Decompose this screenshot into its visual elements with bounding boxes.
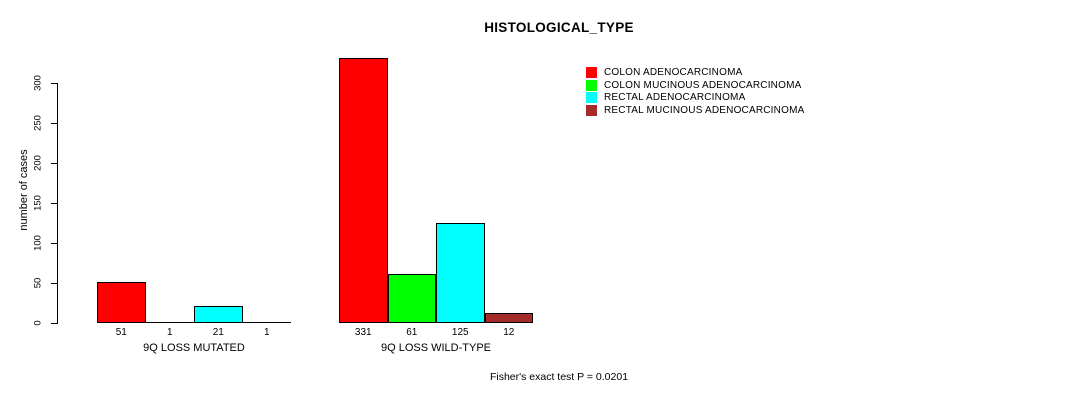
y-axis-tick-label: 50 — [32, 277, 44, 289]
legend-label: RECTAL MUCINOUS ADENOCARCINOMA — [604, 104, 805, 116]
y-axis-tick — [51, 123, 57, 124]
legend-label: RECTAL ADENOCARCINOMA — [604, 92, 746, 104]
y-axis-tick — [51, 83, 57, 84]
y-axis-tick-label: 100 — [32, 235, 44, 251]
y-axis-title: number of cases — [18, 149, 30, 231]
group-label: 9Q LOSS WILD-TYPE — [380, 342, 492, 354]
bar — [387, 274, 436, 323]
legend-swatch — [586, 66, 597, 78]
bar-value-label: 61 — [406, 327, 418, 338]
bar-value-label: 21 — [212, 327, 224, 338]
bar-value-label: 1 — [166, 327, 173, 338]
y-axis-tick-label: 150 — [32, 195, 44, 211]
bar-value-label: 1 — [263, 327, 270, 338]
bar-value-label: 125 — [451, 327, 469, 338]
bar-value-label: 51 — [115, 327, 127, 338]
legend-item: RECTAL ADENOCARCINOMA — [586, 91, 804, 104]
bar-value-label: 331 — [354, 327, 372, 338]
y-axis-tick — [51, 243, 57, 244]
legend-item: COLON ADENOCARCINOMA — [586, 66, 804, 79]
bar — [484, 313, 533, 323]
y-axis-line — [57, 83, 58, 324]
y-axis-tick-label: 300 — [32, 75, 44, 91]
legend-swatch — [586, 104, 597, 116]
bar — [339, 58, 388, 323]
stat-annotation: Fisher's exact test P = 0.0201 — [489, 371, 629, 383]
y-axis-tick-label: 200 — [32, 155, 44, 171]
bar — [97, 282, 146, 323]
y-axis-tick — [51, 283, 57, 284]
bar — [194, 306, 243, 323]
y-axis-tick — [51, 323, 57, 324]
bar — [242, 322, 291, 323]
y-axis-tick-label: 250 — [32, 115, 44, 131]
legend-label: COLON ADENOCARCINOMA — [604, 66, 743, 78]
y-axis-tick — [51, 203, 57, 204]
legend-item: COLON MUCINOUS ADENOCARCINOMA — [586, 79, 804, 92]
bar — [145, 322, 194, 323]
chart-title: HISTOLOGICAL_TYPE — [484, 20, 634, 35]
bar — [436, 223, 485, 323]
y-axis-tick-label: 0 — [32, 320, 44, 326]
bar-value-label: 12 — [503, 327, 515, 338]
legend-swatch — [586, 79, 597, 91]
y-axis-tick — [51, 163, 57, 164]
legend-item: RECTAL MUCINOUS ADENOCARCINOMA — [586, 104, 804, 117]
group-label: 9Q LOSS MUTATED — [143, 342, 245, 354]
legend-swatch — [586, 92, 597, 104]
legend-label: COLON MUCINOUS ADENOCARCINOMA — [604, 79, 802, 91]
legend: COLON ADENOCARCINOMA COLON MUCINOUS ADENO… — [586, 66, 804, 117]
